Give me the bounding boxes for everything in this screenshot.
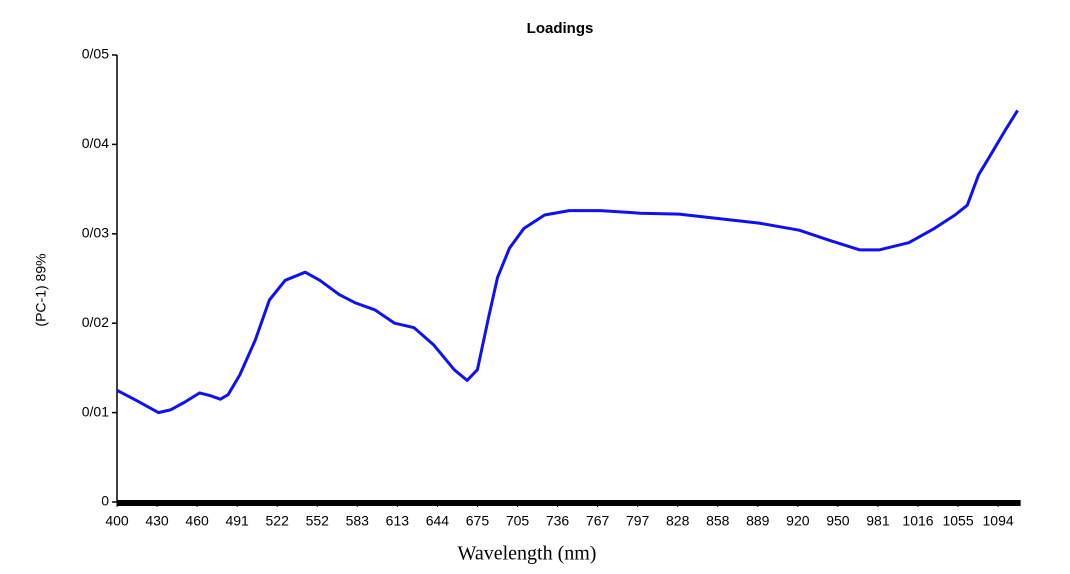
x-tick-label: 1016 <box>902 513 933 529</box>
x-tick-label: 583 <box>346 513 370 529</box>
x-axis-label: Wavelength (nm) <box>458 543 597 565</box>
x-tick-label: 828 <box>666 513 690 529</box>
y-tick-label: 0/05 <box>82 46 109 62</box>
x-tick-label: 522 <box>266 513 290 529</box>
data-line <box>116 109 1019 415</box>
x-tick-label: 400 <box>105 513 129 529</box>
x-tick-label: 889 <box>746 513 770 529</box>
x-tick-label: 797 <box>626 513 650 529</box>
x-tick-label: 767 <box>586 513 610 529</box>
x-tick-label: 613 <box>386 513 410 529</box>
x-tick-label: 552 <box>306 513 330 529</box>
chart-title: Loadings <box>527 20 594 37</box>
x-axis <box>117 500 1021 506</box>
x-tick-label: 1094 <box>983 513 1014 529</box>
x-tick-label: 981 <box>866 513 890 529</box>
x-tick-label: 491 <box>225 513 249 529</box>
y-tick-label: 0/02 <box>82 314 109 330</box>
x-tick-label: 644 <box>426 513 450 529</box>
y-axis-label: (PC-1) 89% <box>33 253 49 326</box>
y-tick-label: 0/04 <box>82 135 109 151</box>
x-tick-label: 705 <box>506 513 530 529</box>
y-tick-label: 0/03 <box>82 225 109 241</box>
x-tick-label: 430 <box>145 513 169 529</box>
x-tick-label: 736 <box>546 513 570 529</box>
x-tick-label: 920 <box>786 513 810 529</box>
x-tick-label: 675 <box>466 513 490 529</box>
x-tick-label: 858 <box>706 513 730 529</box>
x-tick-label: 950 <box>826 513 850 529</box>
y-tick-label: 0/01 <box>82 403 109 419</box>
x-tick-label: 460 <box>185 513 209 529</box>
y-tick-label: 0 <box>101 493 109 509</box>
x-tick-label: 1055 <box>942 513 973 529</box>
